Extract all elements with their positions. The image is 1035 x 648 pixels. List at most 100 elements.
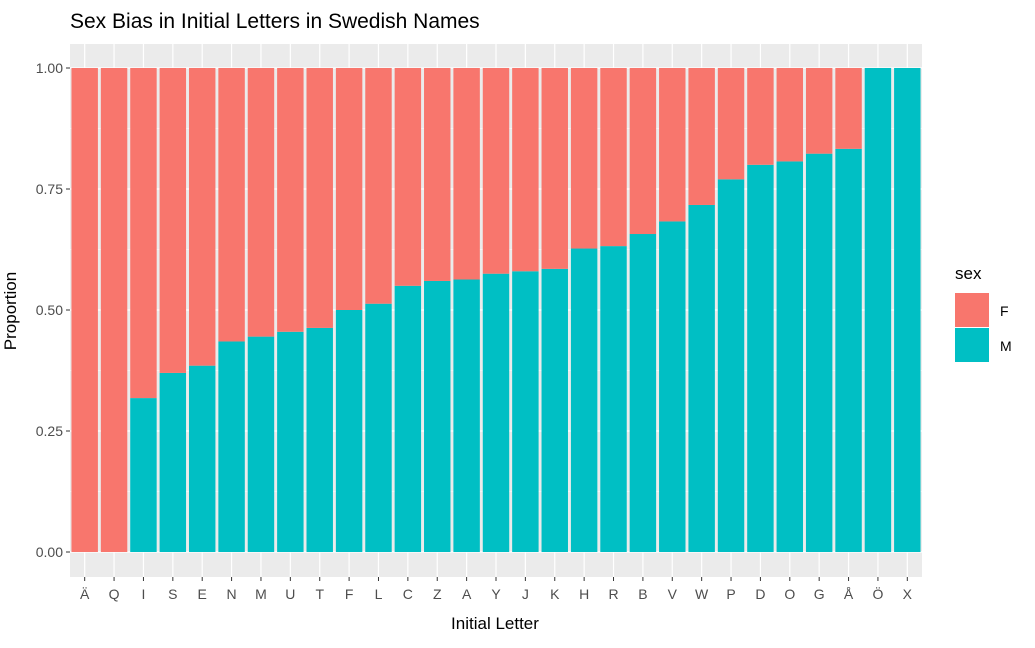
- legend-key-M: [955, 328, 989, 362]
- x-tick-label: N: [227, 586, 237, 602]
- x-tick-label: Ä: [80, 586, 90, 602]
- legend: sex F M: [955, 264, 1012, 362]
- bar-M-9: [335, 310, 363, 552]
- bar-M-4: [188, 365, 216, 552]
- y-tick-label: 1.00: [36, 60, 63, 76]
- legend-key-F: [955, 293, 989, 327]
- bar-F-21: [688, 68, 715, 205]
- x-tick-label: X: [903, 586, 913, 602]
- bar-F-19: [629, 68, 657, 235]
- x-tick-label: T: [315, 586, 324, 602]
- y-axis: 0.00 0.25 0.50 0.75 1.00: [36, 60, 70, 560]
- bar-M-20: [659, 221, 686, 553]
- x-tick-label: D: [755, 586, 765, 602]
- x-tick-label: Z: [433, 586, 442, 602]
- bar-M-8: [306, 327, 333, 552]
- bar-F-10: [365, 68, 392, 304]
- bar-F-23: [747, 68, 774, 165]
- bar-F-6: [247, 68, 275, 337]
- x-tick-label: V: [668, 586, 678, 602]
- bar-M-27: [864, 68, 892, 552]
- x-tick-label: S: [168, 586, 177, 602]
- x-tick-label: Å: [844, 586, 854, 602]
- y-tick-label: 0.50: [36, 302, 63, 318]
- bar-F-3: [159, 68, 187, 373]
- bar-F-26: [835, 68, 862, 149]
- bar-F-0: [71, 68, 98, 552]
- bar-F-4: [188, 68, 216, 366]
- x-axis-label: Initial Letter: [451, 614, 539, 633]
- x-tick-label: L: [375, 586, 383, 602]
- bar-M-14: [482, 273, 510, 552]
- bar-M-17: [570, 248, 598, 553]
- bar-F-7: [277, 68, 304, 332]
- x-tick-label: Y: [491, 586, 501, 602]
- x-tick-label: K: [550, 586, 560, 602]
- bar-M-13: [453, 279, 480, 552]
- x-tick-label: J: [522, 586, 529, 602]
- x-tick-label: W: [695, 586, 709, 602]
- legend-title: sex: [955, 264, 982, 283]
- bar-M-21: [688, 204, 715, 553]
- bar-M-23: [747, 164, 774, 553]
- bar-M-2: [130, 398, 157, 552]
- bar-F-13: [453, 68, 480, 280]
- x-tick-label: P: [726, 586, 735, 602]
- bar-M-6: [247, 336, 275, 552]
- x-tick-label: I: [142, 586, 146, 602]
- legend-label-M: M: [1000, 338, 1012, 354]
- bar-M-15: [512, 271, 539, 552]
- bar-M-10: [365, 303, 392, 552]
- bar-F-14: [482, 68, 510, 274]
- x-tick-label: Q: [109, 586, 120, 602]
- bar-F-20: [659, 68, 686, 222]
- x-tick-label: H: [579, 586, 589, 602]
- bar-M-16: [541, 268, 568, 552]
- x-tick-label: Ö: [872, 585, 883, 602]
- bar-F-16: [541, 68, 568, 269]
- x-tick-label: A: [462, 586, 472, 602]
- x-tick-label: U: [285, 586, 295, 602]
- bar-M-24: [776, 161, 804, 553]
- chart-title: Sex Bias in Initial Letters in Swedish N…: [70, 10, 480, 33]
- bar-M-12: [424, 280, 451, 552]
- x-tick-label: O: [784, 586, 795, 602]
- x-tick-label: C: [403, 586, 413, 602]
- bar-M-11: [394, 285, 422, 552]
- bar-M-5: [218, 341, 245, 552]
- bar-M-3: [159, 372, 187, 552]
- x-tick-label: B: [638, 586, 647, 602]
- bar-F-11: [394, 68, 422, 286]
- bar-M-26: [835, 148, 862, 552]
- bar-F-18: [600, 68, 627, 247]
- y-tick-label: 0.25: [36, 423, 63, 439]
- bar-M-7: [277, 331, 304, 552]
- y-tick-label: 0.75: [36, 181, 63, 197]
- bars: [71, 68, 921, 553]
- bar-M-22: [717, 179, 745, 552]
- y-axis-label: Proportion: [1, 272, 20, 350]
- bar-F-8: [306, 68, 333, 328]
- bar-M-28: [894, 68, 921, 552]
- bar-M-25: [805, 153, 833, 552]
- bar-F-17: [570, 68, 598, 249]
- bar-F-2: [130, 68, 157, 399]
- bar-M-18: [600, 246, 627, 552]
- x-tick-label: F: [345, 586, 354, 602]
- y-tick-label: 0.00: [36, 544, 63, 560]
- x-tick-label: M: [255, 586, 267, 602]
- x-tick-label: E: [198, 586, 207, 602]
- bar-F-24: [776, 68, 804, 162]
- bar-F-5: [218, 68, 245, 342]
- bar-F-15: [512, 68, 539, 272]
- legend-label-F: F: [1000, 303, 1009, 319]
- bar-F-9: [335, 68, 363, 310]
- bar-M-19: [629, 234, 657, 552]
- bar-F-25: [805, 68, 833, 154]
- x-tick-label: R: [608, 586, 618, 602]
- bar-F-22: [717, 68, 745, 180]
- bar-F-1: [100, 68, 128, 552]
